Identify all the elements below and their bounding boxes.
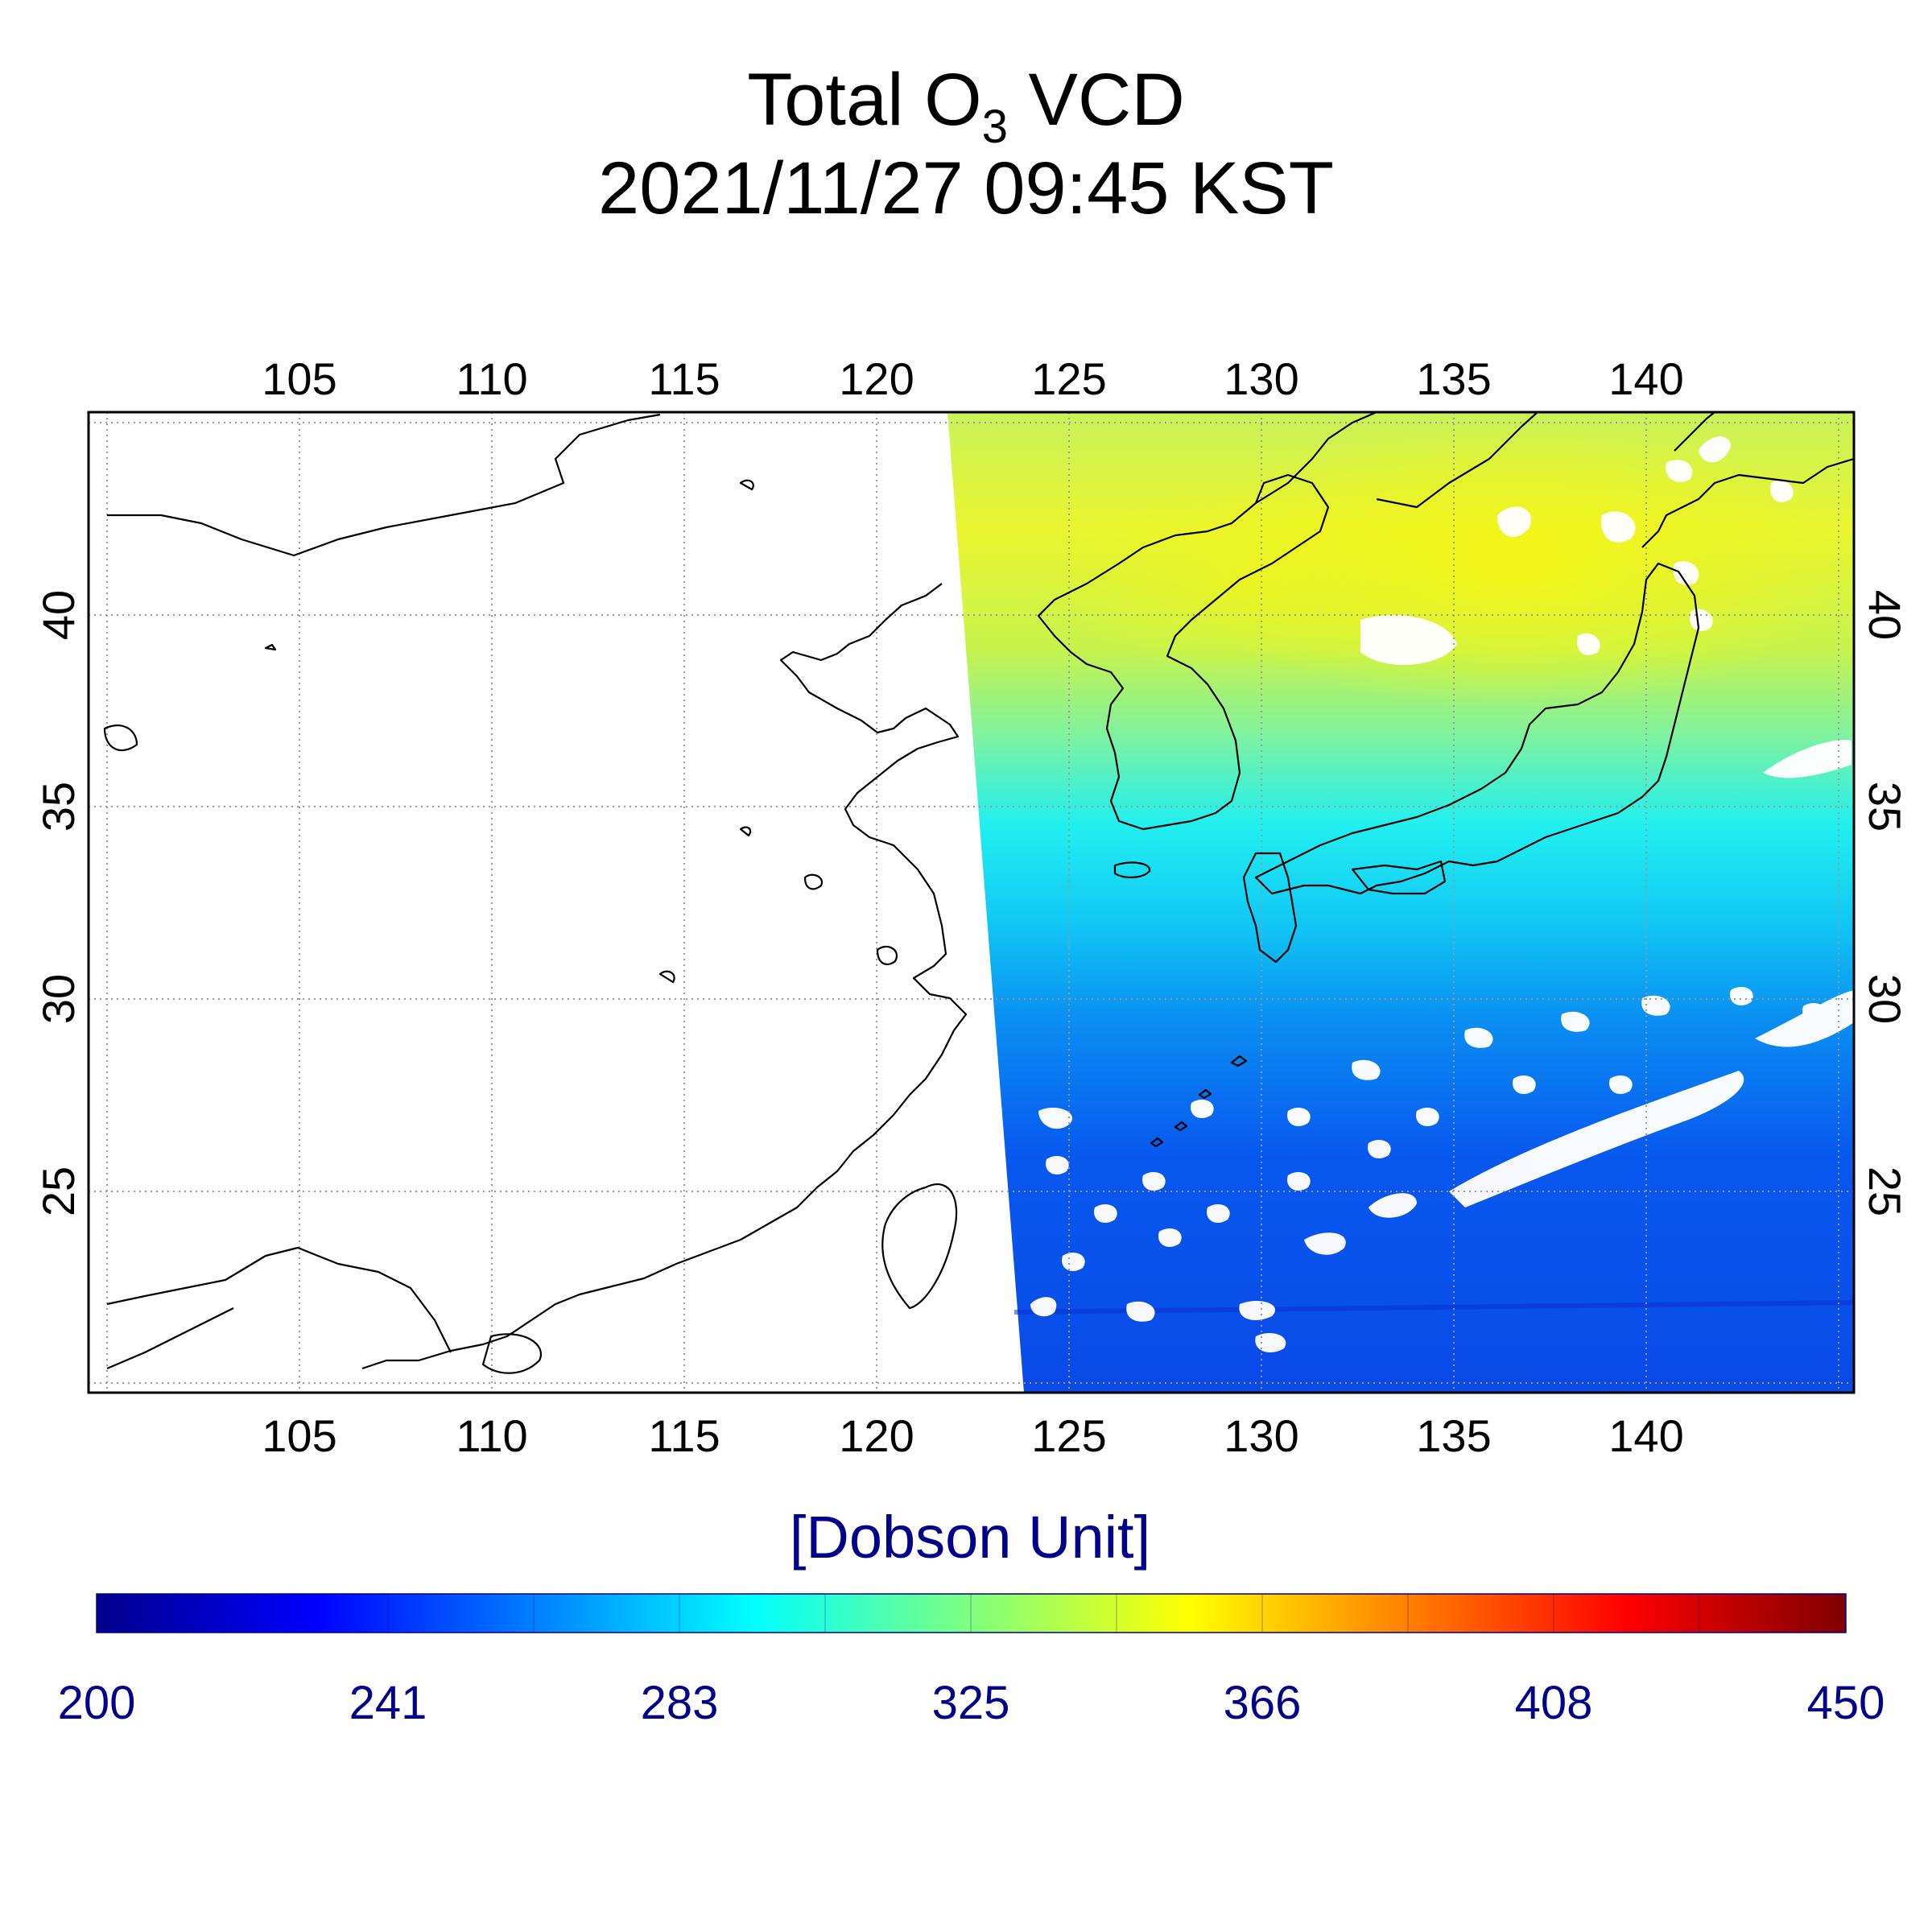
lon-tick-label: 120 <box>839 1410 914 1461</box>
colorbar-tick-label: 200 <box>58 1677 136 1729</box>
colorbar-tick-label: 366 <box>1224 1677 1302 1729</box>
lat-tick-label: 40 <box>1860 590 1910 640</box>
lon-tick-label: 125 <box>1031 353 1106 404</box>
lon-tick-label: 125 <box>1031 1410 1106 1461</box>
lon-ticks-bottom: 105 110 115 120 125 130 135 140 <box>262 1410 1683 1461</box>
colorbar-tick-label: 241 <box>349 1677 427 1729</box>
lat-tick-label: 25 <box>33 1166 84 1216</box>
map-plot-area <box>89 412 1854 1393</box>
lon-tick-label: 140 <box>1608 1410 1683 1461</box>
lon-tick-label: 115 <box>648 1410 720 1461</box>
lon-tick-label: 105 <box>262 1410 336 1461</box>
cloud-mask <box>1030 436 1854 1352</box>
lat-tick-label: 30 <box>1860 974 1910 1024</box>
lon-tick-label: 115 <box>648 353 720 404</box>
lon-tick-label: 135 <box>1416 1410 1491 1461</box>
lat-tick-label: 30 <box>33 974 84 1024</box>
lon-tick-label: 105 <box>262 353 336 404</box>
colorbar: 200 241 283 325 366 408 450 <box>58 1593 1885 1729</box>
lat-tick-label: 25 <box>1860 1166 1910 1216</box>
lon-ticks-top: 105 110 115 120 125 130 135 140 <box>262 353 1683 404</box>
lon-tick-label: 110 <box>456 353 527 404</box>
lat-tick-label: 35 <box>1860 782 1910 832</box>
lon-tick-label: 140 <box>1608 353 1683 404</box>
colorbar-tick-label: 325 <box>932 1677 1010 1729</box>
lat-tick-label: 40 <box>33 590 84 640</box>
lon-tick-label: 110 <box>456 1410 527 1461</box>
lon-tick-label: 135 <box>1416 353 1491 404</box>
map-frame <box>87 411 1856 1394</box>
lon-tick-label: 130 <box>1224 353 1298 404</box>
colorbar-tick-label: 450 <box>1807 1677 1885 1729</box>
lat-ticks-left: 40 35 30 25 <box>33 590 84 1216</box>
colorbar-tick-label: 408 <box>1515 1677 1593 1729</box>
graticule <box>89 412 1854 1393</box>
colorbar-gradient <box>96 1593 1847 1633</box>
map-datetime: 2021/11/27 09:45 KST <box>598 147 1334 229</box>
lat-tick-label: 35 <box>33 782 84 832</box>
map-title: Total O3 VCD <box>747 59 1185 153</box>
coastlines <box>103 412 1854 1374</box>
lon-tick-label: 120 <box>839 353 914 404</box>
lon-tick-label: 130 <box>1224 1410 1298 1461</box>
colorbar-tick-label: 283 <box>641 1677 719 1729</box>
colorbar-dividers <box>242 1594 1700 1633</box>
lat-ticks-right: 40 35 30 25 <box>1860 590 1910 1216</box>
colorbar-unit-label: [Dobson Unit] <box>790 1504 1150 1571</box>
